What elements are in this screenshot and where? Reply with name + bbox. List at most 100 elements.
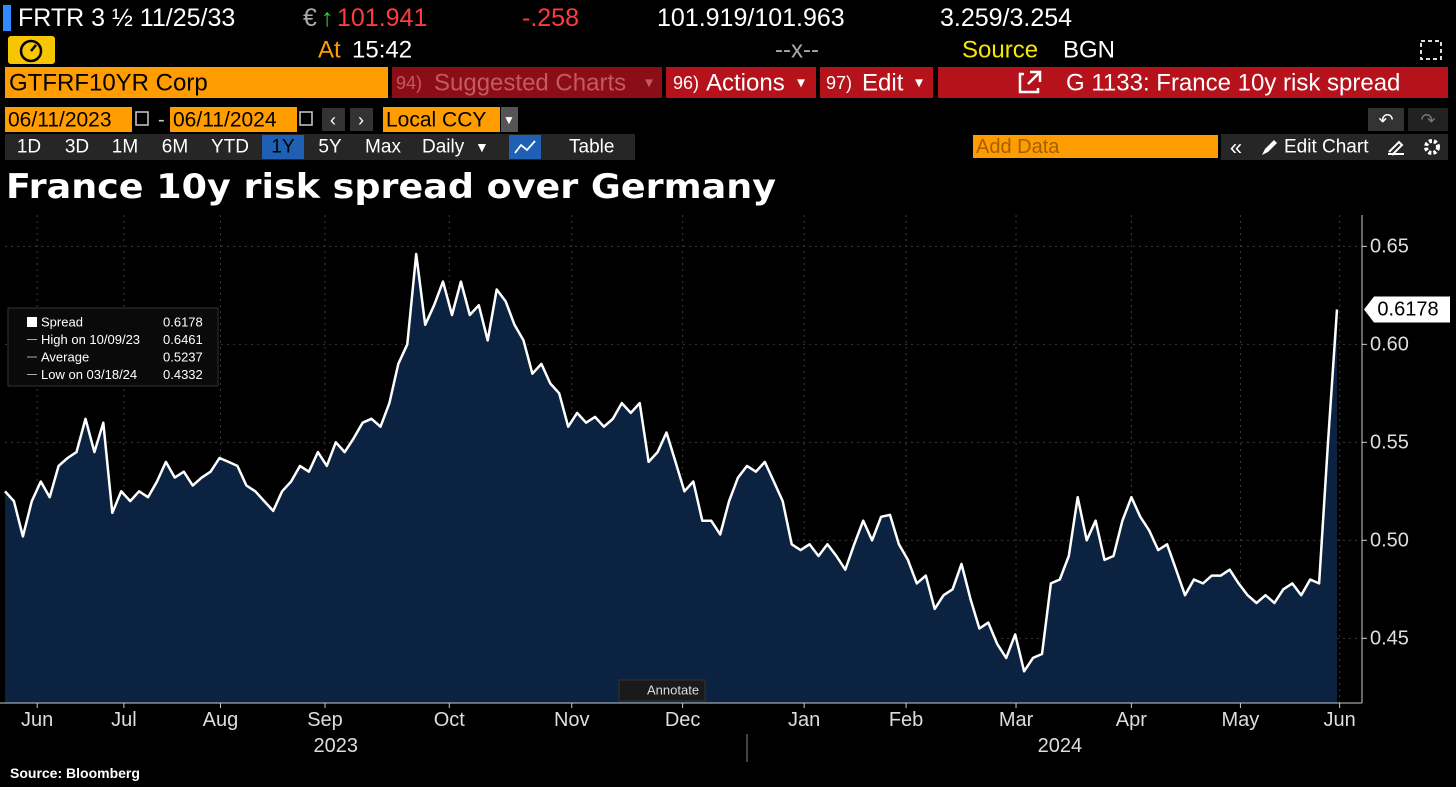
period-button[interactable]: 3D	[65, 137, 89, 158]
currency: €	[303, 4, 317, 32]
undo-button[interactable]	[1368, 108, 1404, 131]
x-tick-label: Jun	[21, 709, 53, 731]
edit-toolbar	[1221, 134, 1448, 160]
legend-value: 0.6178	[163, 315, 203, 330]
year-label: 2024	[1038, 735, 1083, 757]
y-tick-label: 0.55	[1370, 431, 1409, 453]
period-button[interactable]: 1M	[112, 137, 138, 158]
legend-box	[7, 307, 219, 387]
last-value-tag	[1364, 296, 1450, 323]
prev-icon: ‹	[330, 110, 336, 130]
y-tick-label: 0.45	[1370, 627, 1409, 649]
chart-name: G 1133: France 10y risk spread	[1066, 70, 1400, 97]
legend-value: 0.6461	[163, 332, 203, 347]
dropdown-arrow: ▾	[915, 75, 923, 92]
gauge-needle	[30, 44, 37, 52]
menu-number: 97)	[826, 73, 852, 93]
x-tick-label: Nov	[554, 709, 590, 731]
period-button[interactable]: 1Y	[271, 137, 295, 158]
period-button[interactable]: Max	[365, 137, 401, 158]
prev-button[interactable]	[322, 108, 345, 131]
annotate-label: Annotate	[647, 683, 699, 698]
table-button[interactable]: Table	[569, 137, 614, 158]
time-label: At	[318, 37, 341, 64]
menu-button[interactable]	[820, 67, 933, 98]
edit-chart[interactable]: Edit Chart	[1284, 137, 1369, 158]
start-date: 06/11/2023	[8, 109, 112, 132]
popout-icon[interactable]	[1420, 40, 1442, 60]
source-label: Source	[962, 37, 1038, 64]
start-date-field[interactable]	[5, 107, 132, 132]
x-tick-label: Feb	[889, 709, 923, 731]
security: GTFRF10YR Corp	[9, 70, 208, 97]
currency-select: Local CCY	[386, 109, 486, 132]
end-date: 06/11/2024	[173, 109, 277, 132]
x-tick-label: Apr	[1116, 709, 1147, 731]
change: -.258	[522, 4, 579, 32]
x-tick-label: Aug	[203, 709, 239, 731]
date-separator: -	[158, 109, 165, 131]
settings-icon[interactable]	[1424, 139, 1440, 155]
legend-value: 0.5237	[163, 350, 203, 365]
currency-dropdown[interactable]	[501, 107, 518, 132]
frequency[interactable]: Daily	[422, 137, 465, 158]
annotate-button[interactable]	[618, 679, 706, 702]
chart-type-icon	[514, 140, 536, 154]
add-data: Add Data	[976, 136, 1060, 158]
end-date-field[interactable]	[170, 107, 297, 132]
redo-icon: ↷	[1420, 110, 1435, 130]
y-tick-label: 0.65	[1370, 235, 1409, 257]
selected-period[interactable]	[262, 135, 304, 159]
price: 101.941	[337, 4, 427, 32]
undo-icon: ↶	[1378, 110, 1393, 130]
x-tick-label: Jun	[1324, 709, 1356, 731]
add-data-field[interactable]	[973, 135, 1218, 158]
redo-button[interactable]	[1408, 108, 1448, 131]
launch-icon	[1018, 70, 1042, 94]
x-tick-label: Jan	[788, 709, 820, 731]
x-tick-label: May	[1222, 709, 1260, 731]
chart-type-button[interactable]	[509, 135, 541, 159]
menu-label: Suggested Charts	[434, 70, 626, 97]
line	[4, 252, 1339, 673]
x-tick-label: Sep	[307, 709, 343, 731]
last-value-label: 0.6178	[1377, 298, 1438, 320]
dropdown-arrow: ▼	[475, 139, 489, 155]
edit-icon[interactable]	[1388, 140, 1404, 156]
calendar-icon[interactable]	[299, 111, 313, 126]
collapse-icon[interactable]: «	[1230, 135, 1242, 160]
legend-label: Spread	[41, 315, 83, 330]
period-button[interactable]: 5Y	[318, 137, 342, 158]
security-field[interactable]	[5, 67, 388, 98]
legend-label: Average	[41, 350, 89, 365]
currency-field[interactable]	[383, 107, 500, 132]
pencil-icon	[1262, 140, 1277, 155]
time: 15:42	[352, 37, 412, 64]
dropdown-arrow: ▾	[797, 75, 805, 92]
legend-value: 0.4332	[163, 367, 203, 382]
menu-button[interactable]	[666, 67, 816, 98]
gauge-dial	[19, 39, 43, 63]
period-button[interactable]: 1D	[17, 137, 41, 158]
x-tick-label: Jul	[111, 709, 137, 731]
chart-title: France 10y risk spread over Germany	[6, 167, 776, 207]
menu-number: 96)	[673, 73, 699, 93]
yields: 3.259/3.254	[940, 4, 1072, 32]
x-tick-label: Dec	[665, 709, 701, 731]
area	[5, 254, 1337, 703]
period-button[interactable]: 6M	[162, 137, 188, 158]
menu-label: Edit	[862, 70, 904, 97]
menu-button[interactable]	[392, 67, 662, 98]
calendar-icon[interactable]	[135, 111, 149, 126]
next-button[interactable]	[350, 108, 373, 131]
period-button[interactable]: YTD	[211, 137, 249, 158]
plot-area: 0.45 0.50 0.55 0.60 0.65 Jun Jul Aug Sep Oct Nov De…	[0, 215, 1450, 762]
menu-label: Actions	[706, 70, 785, 97]
dropdown-arrow: ▼	[503, 113, 515, 127]
source: BGN	[1063, 37, 1115, 64]
dropdown-arrow: ▾	[645, 75, 653, 92]
period-buttons: 1D 3D 1M 6M YTD 1Y 5Y Max	[17, 135, 401, 159]
legend-swatch	[27, 317, 37, 327]
ticker-marker	[3, 5, 11, 31]
